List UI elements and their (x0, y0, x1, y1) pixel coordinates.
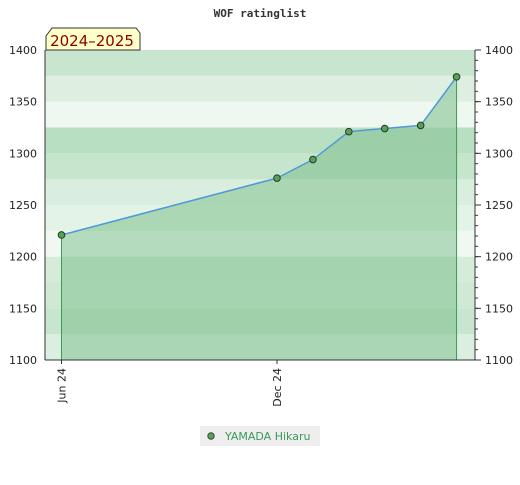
band-stripe (45, 75, 475, 102)
y-tick-label-left: 1150 (9, 302, 37, 315)
y-tick-label-left: 1250 (9, 199, 37, 212)
x-tick-label: Dec 24 (271, 368, 284, 407)
data-point (345, 127, 353, 136)
data-point (57, 231, 66, 239)
y-tick-label-right: 1400 (485, 44, 513, 57)
legend-marker (207, 432, 215, 440)
y-tick-label-right: 1350 (485, 96, 513, 109)
x-tick-label: Jun 24 (56, 368, 69, 404)
y-tick-label-right: 1150 (485, 302, 513, 315)
data-point (273, 174, 281, 182)
data-point (380, 124, 389, 133)
data-point (416, 121, 425, 130)
background-band (45, 101, 475, 128)
y-tick-label-left: 1200 (9, 251, 37, 264)
y-tick-label-left: 1400 (9, 44, 37, 57)
legend: YAMADA Hikaru (200, 426, 320, 446)
legend-box (200, 426, 320, 446)
background-band (45, 50, 475, 76)
chart-title: WOF ratinglist (214, 7, 307, 20)
data-points (57, 73, 461, 239)
y-tick-label-right: 1250 (485, 199, 513, 212)
rating-area (45, 75, 475, 360)
band-stripe (45, 334, 475, 360)
y-tick-label-right: 1300 (485, 147, 513, 160)
y-tick-label-right: 1100 (485, 354, 513, 367)
rating-area-fill (61, 76, 457, 360)
y-tick-label-left: 1100 (9, 354, 37, 367)
y-tick-label-left: 1300 (9, 147, 37, 160)
data-point (309, 155, 317, 164)
y-tick-label-left: 1350 (9, 96, 37, 109)
legend-label: YAMADA Hikaru (224, 430, 310, 443)
band-stripe (45, 179, 475, 205)
season-badge-box (45, 27, 141, 51)
data-point (452, 73, 461, 81)
season-label: 2024–2025 (50, 32, 134, 50)
y-tick-label-right: 1200 (485, 251, 513, 264)
season-badge: 2024–2025 (45, 27, 141, 51)
background-band (45, 75, 475, 102)
band-stripe (45, 230, 475, 257)
axes: 1100 1100 1150 1150 1200 1200 1250 1250 1300 1300… (9, 44, 513, 407)
band-stripe (45, 282, 475, 309)
band-stripe (45, 127, 475, 154)
